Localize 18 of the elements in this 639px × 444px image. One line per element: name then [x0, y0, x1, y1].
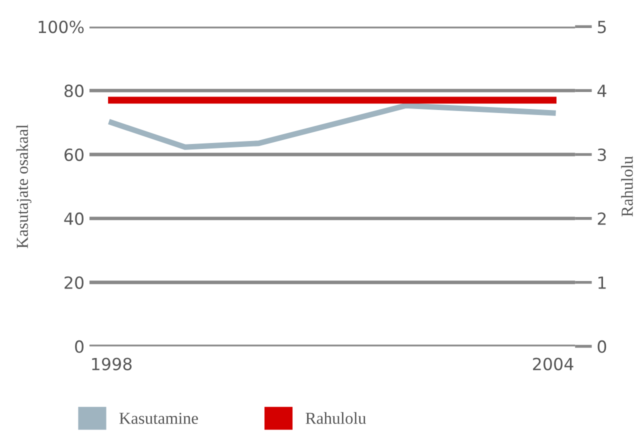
y2-tick-label: 0 [598, 340, 606, 353]
y-tick-label: 80 [64, 84, 84, 98]
y2-axis-title: Rahulolu [621, 156, 633, 217]
y-tick-label: 0 [75, 340, 84, 353]
y2-tick-label: 2 [598, 212, 606, 225]
x-tick-label: 1998 [92, 358, 132, 370]
y2-tick-label: 1 [598, 276, 606, 289]
legend-label: Rahulolu [306, 412, 366, 424]
y-tick-label: 40 [64, 212, 84, 226]
y-tick-label: 60 [64, 148, 84, 162]
y2-tick-label: 5 [598, 20, 606, 34]
y2-tick-label: 3 [598, 148, 606, 162]
y-tick-label: 100% [38, 20, 84, 34]
x-tick-label: 2004 [533, 358, 574, 370]
legend-label: Kasutamine [119, 412, 198, 424]
y2-tick-label: 4 [597, 84, 606, 97]
y-tick-label: 20 [64, 276, 84, 289]
y-axis-title: Kasutajate osakaal [16, 124, 32, 248]
